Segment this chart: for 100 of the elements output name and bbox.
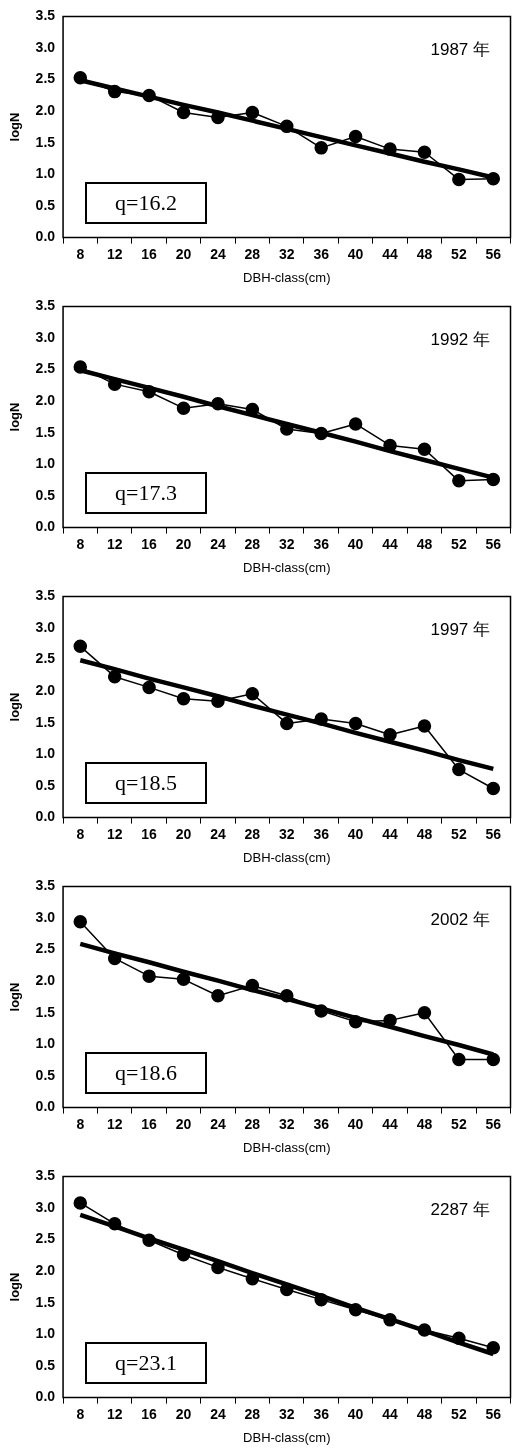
x-tick-label: 48 — [416, 1405, 433, 1422]
x-tick-label: 52 — [451, 1405, 467, 1422]
annotation: q=18.5 — [85, 761, 207, 804]
x-tick-label: 36 — [313, 1115, 330, 1132]
y-tick-label: 2.0 — [35, 102, 56, 119]
x-tick-label: 24 — [210, 1405, 226, 1422]
x-tick-label: 44 — [382, 825, 399, 842]
y-tick-label: 1.5 — [35, 1003, 56, 1020]
x-tick-label: 28 — [244, 245, 261, 262]
y-tick-label: 0.5 — [35, 1356, 56, 1373]
x-axis-title: DBH-class(cm) — [243, 269, 331, 285]
x-tick-label: 40 — [347, 245, 364, 262]
y-tick-label: 1.0 — [35, 1035, 56, 1052]
annotation: q=18.6 — [85, 1051, 207, 1094]
x-tick-label: 44 — [382, 535, 399, 552]
x-tick-label: 24 — [210, 245, 226, 262]
y-tick-label: 0.0 — [35, 1388, 56, 1405]
y-tick-label: 3.5 — [35, 587, 56, 604]
x-tick-label: 20 — [175, 535, 192, 552]
annotation: q=23.1 — [85, 1341, 207, 1384]
x-axis-title: DBH-class(cm) — [243, 1429, 331, 1445]
x-tick-label: 40 — [347, 1115, 364, 1132]
y-tick-label: 3.0 — [35, 908, 56, 925]
x-tick-label: 16 — [141, 535, 158, 552]
x-axis-title: DBH-class(cm) — [243, 1139, 331, 1155]
y-tick-label: 3.5 — [35, 7, 56, 24]
x-tick-label: 28 — [244, 535, 261, 552]
x-tick-label: 36 — [313, 245, 330, 262]
x-tick-label: 12 — [106, 1115, 123, 1132]
annotation: 1987 年 — [430, 39, 491, 62]
x-tick-label: 12 — [106, 825, 123, 842]
x-tick-label: 56 — [485, 245, 502, 262]
x-tick-label: 20 — [175, 825, 192, 842]
x-tick-label: 28 — [244, 825, 261, 842]
y-tick-label: 1.5 — [35, 133, 56, 150]
x-tick-label: 44 — [382, 1115, 399, 1132]
y-tick-label: 2.5 — [35, 1230, 56, 1247]
annotation: 1997 年 — [430, 619, 491, 642]
annotation: q=16.2 — [85, 181, 207, 224]
x-tick-label: 16 — [141, 825, 158, 842]
annotation: 1992 年 — [430, 329, 491, 352]
y-tick-label: 2.5 — [35, 70, 56, 87]
x-tick-label: 56 — [485, 825, 502, 842]
y-axis-title: logN — [7, 982, 23, 1012]
x-tick-label: 8 — [76, 825, 85, 842]
x-tick-label: 56 — [485, 1405, 502, 1422]
x-tick-label: 52 — [451, 535, 467, 552]
x-tick-label: 8 — [76, 1405, 85, 1422]
y-axis-title: logN — [7, 1272, 23, 1302]
x-tick-label: 36 — [313, 1405, 330, 1422]
y-tick-label: 2.0 — [35, 1262, 56, 1279]
y-tick-label: 0.5 — [35, 486, 56, 503]
y-tick-label: 1.5 — [35, 423, 56, 440]
x-tick-label: 44 — [382, 1405, 399, 1422]
x-tick-label: 36 — [313, 825, 330, 842]
x-tick-label: 44 — [382, 245, 399, 262]
annotation: 2287 年 — [430, 1199, 491, 1222]
x-tick-label: 52 — [451, 1115, 467, 1132]
x-tick-label: 20 — [175, 1405, 192, 1422]
x-tick-label: 28 — [244, 1115, 261, 1132]
y-tick-label: 2.5 — [35, 360, 56, 377]
y-tick-label: 0.5 — [35, 1066, 56, 1083]
annotation: 2002 年 — [430, 909, 491, 932]
x-tick-label: 48 — [416, 245, 433, 262]
y-tick-label: 1.5 — [35, 1293, 56, 1310]
y-tick-label: 0.5 — [35, 196, 56, 213]
y-tick-label: 1.0 — [35, 165, 56, 182]
y-tick-label: 0.0 — [35, 808, 56, 825]
x-tick-label: 16 — [141, 1405, 158, 1422]
x-tick-label: 8 — [76, 245, 85, 262]
y-tick-label: 0.5 — [35, 776, 56, 793]
y-tick-label: 1.0 — [35, 1325, 56, 1342]
y-tick-label: 3.5 — [35, 877, 56, 894]
x-tick-label: 12 — [106, 245, 123, 262]
y-tick-label: 2.5 — [35, 940, 56, 957]
x-tick-label: 40 — [347, 825, 364, 842]
x-tick-label: 32 — [278, 245, 295, 262]
x-tick-label: 28 — [244, 1405, 261, 1422]
y-tick-label: 3.0 — [35, 38, 56, 55]
x-tick-label: 16 — [141, 245, 158, 262]
x-tick-label: 20 — [175, 1115, 192, 1132]
y-tick-label: 2.0 — [35, 682, 56, 699]
y-tick-label: 0.0 — [35, 1098, 56, 1115]
y-tick-label: 3.0 — [35, 618, 56, 635]
x-tick-label: 8 — [76, 1115, 85, 1132]
x-tick-label: 24 — [210, 1115, 226, 1132]
y-tick-label: 1.0 — [35, 745, 56, 762]
x-tick-label: 48 — [416, 535, 433, 552]
x-axis-title: DBH-class(cm) — [243, 849, 331, 865]
x-axis-title: DBH-class(cm) — [243, 559, 331, 575]
x-tick-label: 20 — [175, 245, 192, 262]
x-tick-label: 32 — [278, 825, 295, 842]
x-tick-label: 52 — [451, 245, 467, 262]
x-tick-label: 32 — [278, 1405, 295, 1422]
annotation: q=17.3 — [85, 471, 207, 514]
y-tick-label: 3.5 — [35, 297, 56, 314]
x-tick-label: 32 — [278, 1115, 295, 1132]
y-tick-label: 0.0 — [35, 228, 56, 245]
x-tick-label: 52 — [451, 825, 467, 842]
x-tick-label: 16 — [141, 1115, 158, 1132]
